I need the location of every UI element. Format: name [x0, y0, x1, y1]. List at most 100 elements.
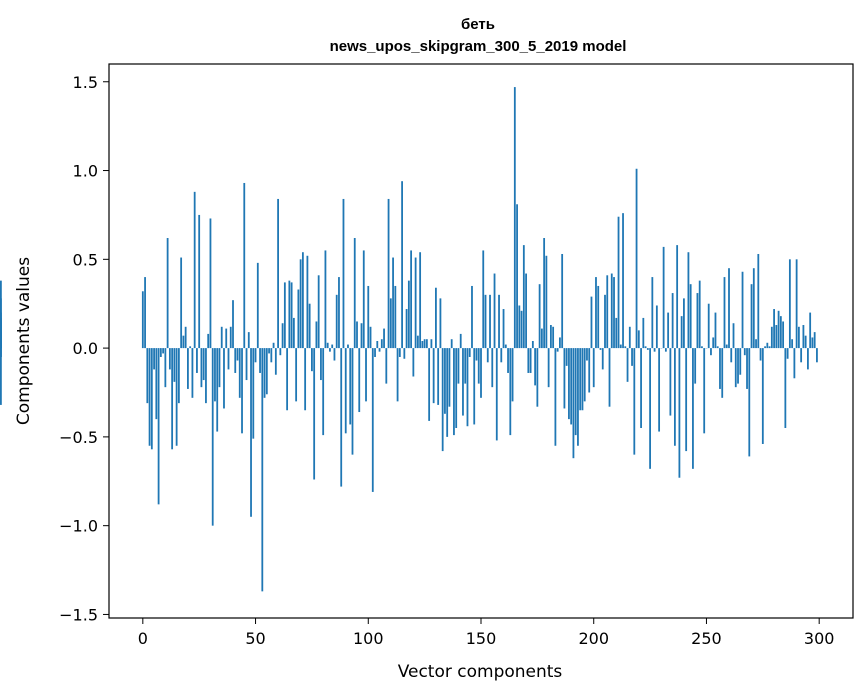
bar	[324, 250, 327, 349]
bar	[290, 282, 293, 349]
bar	[777, 310, 780, 349]
bar	[200, 348, 203, 388]
bar	[263, 348, 266, 398]
bar	[453, 348, 455, 436]
bar	[613, 277, 615, 349]
bar	[775, 325, 778, 349]
bar	[232, 300, 234, 349]
bar	[376, 341, 379, 349]
bar	[331, 344, 334, 349]
bar	[225, 328, 228, 349]
bar	[141, 291, 144, 349]
bar	[387, 198, 390, 349]
bar	[396, 348, 399, 402]
bar	[811, 337, 814, 349]
bar	[270, 348, 273, 363]
bar	[0, 312, 2, 349]
bar	[545, 255, 548, 349]
bar	[340, 348, 343, 487]
bar	[184, 326, 187, 349]
bar	[326, 342, 329, 349]
bar	[655, 305, 658, 349]
bar	[606, 275, 609, 349]
bar	[538, 284, 541, 349]
bar	[358, 348, 361, 413]
bar	[322, 348, 325, 436]
bar	[146, 348, 149, 404]
bar	[335, 294, 338, 349]
x-tick-label: 100	[353, 629, 384, 648]
bar	[547, 348, 550, 388]
bar	[175, 348, 178, 446]
bar	[692, 348, 694, 469]
bar	[719, 348, 721, 389]
bar	[238, 348, 241, 398]
bar	[581, 348, 584, 411]
bar	[448, 348, 451, 407]
bar	[619, 344, 622, 349]
bar	[734, 348, 737, 388]
bar	[583, 348, 586, 402]
bar	[773, 309, 775, 349]
bar	[473, 348, 476, 425]
bar	[493, 273, 496, 349]
bar	[502, 309, 505, 349]
bar	[283, 282, 286, 349]
x-tick-label: 300	[804, 629, 835, 648]
bar	[407, 280, 410, 349]
bar	[347, 344, 349, 349]
bar	[577, 348, 579, 446]
bar	[295, 348, 298, 402]
bar	[468, 348, 471, 357]
bar	[604, 294, 606, 349]
bar	[761, 348, 764, 444]
bar	[446, 348, 449, 437]
bar	[712, 337, 715, 349]
bar	[597, 285, 600, 349]
x-tick-label: 150	[466, 629, 497, 648]
bar	[788, 259, 791, 349]
bar	[214, 348, 216, 402]
bar	[394, 285, 397, 349]
bar	[579, 348, 582, 411]
bar	[301, 252, 304, 349]
bar	[793, 348, 796, 379]
bar	[353, 238, 356, 349]
bar	[315, 321, 318, 349]
bar	[0, 348, 2, 405]
bar	[380, 339, 383, 349]
bar	[144, 277, 146, 349]
y-tick-label: −0.5	[59, 428, 98, 447]
chart-subtitle: news_upos_skipgram_300_5_2019 model	[330, 38, 627, 55]
bar	[486, 348, 489, 363]
bar	[725, 344, 728, 349]
bar	[173, 348, 176, 382]
bar	[628, 326, 631, 349]
bar	[520, 310, 523, 349]
bar	[432, 348, 435, 404]
bar	[782, 321, 785, 349]
bar	[592, 348, 595, 388]
bar	[164, 348, 167, 388]
bar	[651, 277, 654, 349]
bar	[491, 348, 494, 388]
bar	[254, 348, 257, 363]
bar	[495, 348, 498, 441]
bar	[365, 348, 367, 402]
bar	[516, 204, 518, 349]
bar	[746, 348, 748, 389]
bar	[653, 348, 656, 352]
bar	[250, 348, 252, 517]
bar	[574, 348, 577, 436]
bar	[150, 348, 153, 450]
bar	[416, 335, 419, 349]
bar	[802, 325, 805, 349]
bar	[182, 335, 185, 349]
bar	[338, 277, 340, 349]
bar	[265, 348, 268, 395]
bar	[534, 348, 537, 386]
bar	[342, 198, 345, 349]
bar	[410, 250, 413, 349]
bar	[351, 348, 354, 455]
bar	[462, 348, 464, 416]
